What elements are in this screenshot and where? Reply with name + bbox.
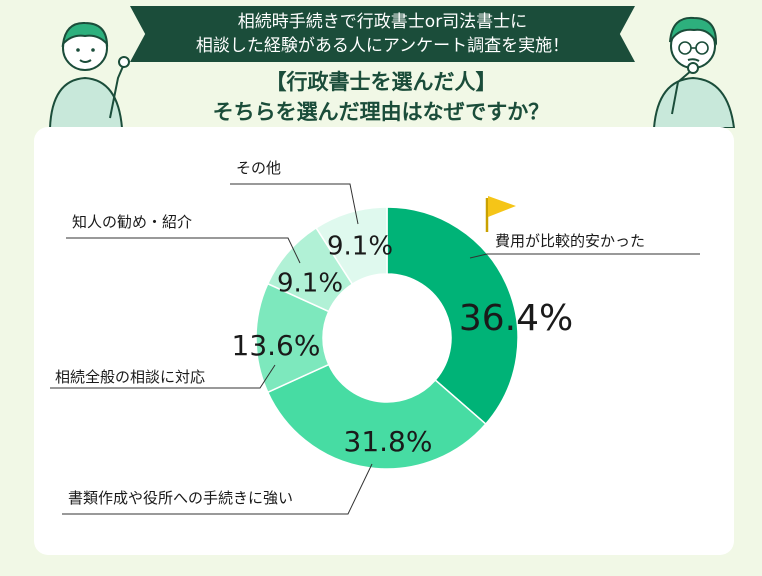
leader-line-3	[66, 237, 301, 264]
leader-line-0	[469, 253, 700, 259]
leader-line-1	[62, 463, 373, 515]
title-line-1: 【行政書士を選んだ人】	[265, 70, 497, 94]
survey-banner: 相続時手続きで行政書士or司法書士に 相談した経験がある人にアンケート調査を実施…	[130, 6, 635, 62]
value-label-4: 9.1%	[327, 232, 393, 262]
value-label-1: 31.8%	[344, 425, 433, 458]
leader-line-2	[50, 364, 276, 389]
slice-other	[315, 206, 388, 286]
flag-icon	[485, 196, 516, 232]
category-label-2: 相続全般の相談に対応	[55, 368, 205, 386]
leader-line-4	[230, 183, 359, 225]
category-label-3: 知人の勧め・紹介	[72, 213, 192, 231]
value-label-2: 13.6%	[232, 329, 321, 362]
banner-line-1: 相続時手続きで行政書士or司法書士に	[237, 12, 528, 32]
category-label-0: 費用が比較的安かった	[495, 232, 645, 250]
category-label-1: 書類作成や役所への手続きに強い	[68, 489, 293, 507]
chart-card	[34, 127, 734, 555]
category-label-4: その他	[236, 159, 281, 177]
person-right-illustration	[652, 16, 736, 128]
title-line-2: そちらを選んだ理由はなぜですか？	[212, 100, 550, 124]
banner-line-2: 相談した経験がある人にアンケート調査を実施！	[195, 36, 570, 56]
value-label-3: 9.1%	[277, 269, 343, 299]
person-left-illustration	[48, 21, 130, 128]
value-label-0: 36.4%	[459, 298, 573, 339]
slice-paperwork	[266, 363, 487, 470]
slice-low-cost	[386, 206, 519, 426]
